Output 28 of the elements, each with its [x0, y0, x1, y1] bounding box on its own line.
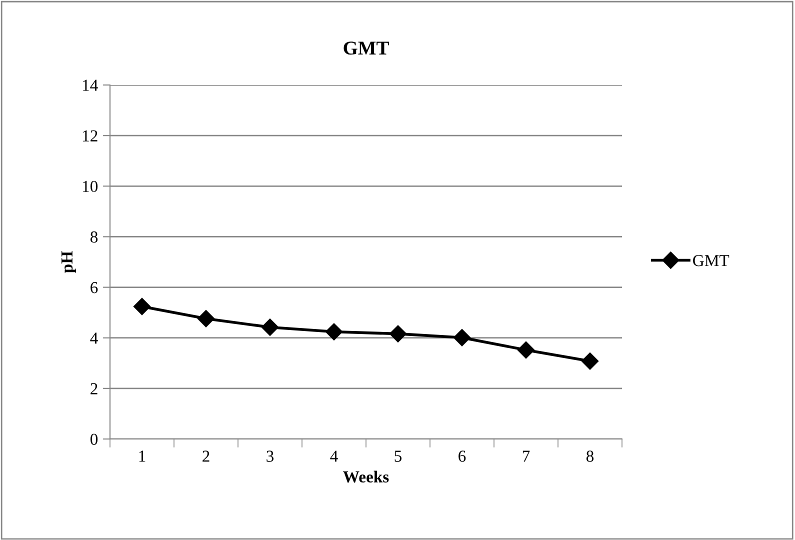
point	[389, 325, 407, 342]
y-tick-label: 0	[90, 434, 98, 445]
point	[517, 341, 535, 359]
y-tick-label: 4	[90, 332, 98, 344]
x-tick-label: 3	[266, 450, 274, 462]
point	[197, 310, 215, 328]
y-tick-label: 10	[82, 180, 98, 192]
y-tick-label: 8	[90, 231, 98, 243]
x-tick-label: 4	[330, 450, 338, 462]
point	[261, 318, 279, 336]
x-axis-title: Weeks	[343, 470, 389, 483]
point	[453, 329, 471, 346]
y-tick-label: 6	[90, 282, 98, 294]
y-tick-label: 14	[82, 80, 98, 91]
y-axis-title: pH	[62, 251, 76, 273]
point	[581, 352, 599, 370]
y-tick-label: 2	[90, 383, 98, 394]
x-tick-label: 2	[202, 450, 210, 462]
legend-label: GMT	[693, 255, 730, 266]
chart-title: GMT	[344, 42, 389, 55]
x-tick-label: 7	[522, 450, 530, 462]
x-tick-label: 5	[394, 450, 402, 462]
x-tick-label: 8	[586, 450, 594, 462]
point	[133, 298, 151, 316]
point	[325, 323, 343, 340]
x-tick-label: 6	[458, 450, 466, 462]
y-tick-label: 12	[82, 130, 98, 142]
x-tick-label: 1	[139, 450, 146, 462]
